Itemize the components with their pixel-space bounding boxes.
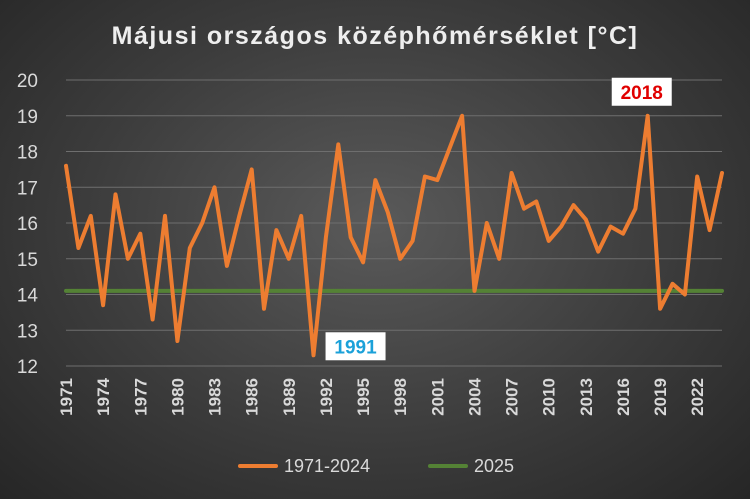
series-lines xyxy=(64,113,724,358)
y-tick-label: 19 xyxy=(17,107,38,128)
x-tick-label: 2001 xyxy=(428,378,447,416)
y-tick-label: 17 xyxy=(17,178,38,199)
chart-title: Májusi országos középhőmérséklet [°C] xyxy=(112,22,639,50)
x-tick-label: 1971 xyxy=(57,378,76,416)
x-tick-label: 1983 xyxy=(206,378,225,416)
y-tick-label: 14 xyxy=(17,286,39,307)
y-tick-label: 15 xyxy=(17,250,38,271)
y-tick-label: 20 xyxy=(17,71,38,92)
x-tick-label: 2007 xyxy=(503,378,522,416)
x-tick-label: 2004 xyxy=(465,377,484,415)
annotation-box xyxy=(325,332,386,361)
x-tick-label: 2010 xyxy=(540,378,559,416)
x-tick-label: 2019 xyxy=(651,378,670,416)
y-tick-label: 13 xyxy=(17,321,38,342)
y-tick-label: 16 xyxy=(17,214,38,235)
legend-label: 1971-2024 xyxy=(284,456,370,476)
x-tick-label: 1974 xyxy=(94,377,113,415)
x-tick-label: 1980 xyxy=(168,378,187,416)
x-tick-label: 2013 xyxy=(577,378,596,416)
annotation-label: 2018 xyxy=(621,83,663,104)
x-axis-ticks: 1971 1974 1977 1980 1983 1986 1989 1992 1995 1998… xyxy=(57,377,707,415)
x-tick-label: 1986 xyxy=(243,378,262,416)
annotation-label: 1991 xyxy=(334,337,377,358)
x-tick-label: 1998 xyxy=(391,378,410,416)
y-axis-ticks: 12 13 14 15 16 17 18 19 20 xyxy=(17,71,39,378)
series-line xyxy=(64,113,724,358)
annotations: 2018 1991 xyxy=(325,77,672,361)
x-tick-label: 1992 xyxy=(317,378,336,416)
x-tick-label: 1977 xyxy=(131,378,150,416)
legend: 1971-2024 2025 xyxy=(238,456,514,476)
x-tick-label: 1995 xyxy=(354,378,373,416)
legend-label: 2025 xyxy=(474,456,514,476)
y-tick-label: 12 xyxy=(17,357,38,378)
annotation-box xyxy=(611,77,672,106)
x-tick-label: 2016 xyxy=(614,378,633,416)
x-tick-label: 1989 xyxy=(280,378,299,416)
x-tick-label: 2022 xyxy=(688,378,707,416)
y-tick-label: 18 xyxy=(17,143,38,164)
